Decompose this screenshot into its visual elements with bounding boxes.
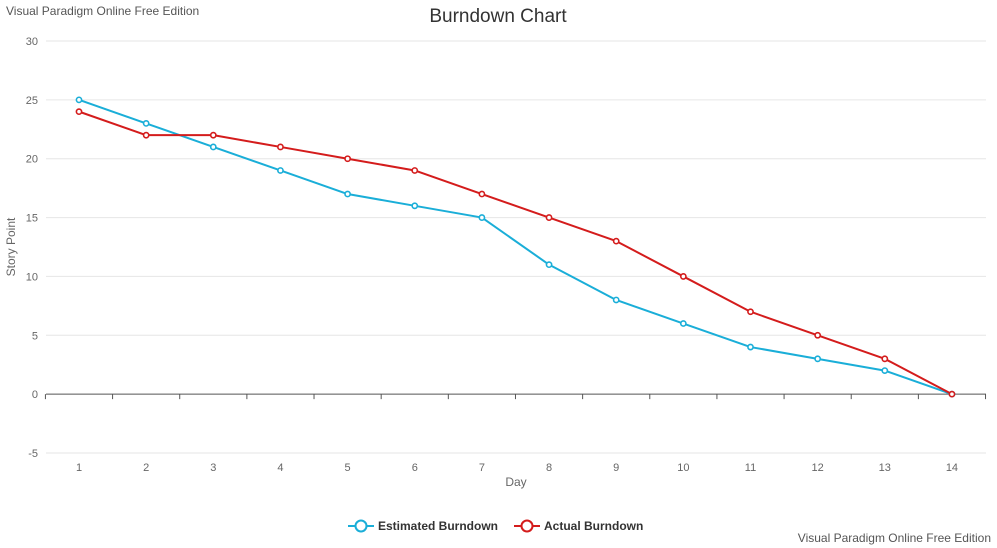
y-axis-ticks: 30 25 20 15 10 5 0 -5 [26, 36, 38, 460]
x-tick-label: 3 [210, 462, 216, 474]
x-tick-label: 4 [277, 462, 283, 474]
x-tick-label: 5 [345, 462, 351, 474]
data-point [75, 108, 83, 116]
y-tick-label: 15 [26, 213, 38, 225]
y-tick-label: -5 [28, 448, 38, 460]
data-point [209, 131, 217, 139]
y-axis-title: Story Point [4, 217, 18, 276]
data-point [344, 190, 351, 198]
y-tick-label: 30 [26, 36, 38, 48]
data-point [411, 202, 419, 210]
legend-swatch-marker [520, 519, 534, 533]
series-layer [75, 96, 956, 398]
legend-label: Estimated Burndown [378, 519, 498, 533]
x-axis-title: Day [505, 475, 526, 489]
data-point [679, 320, 687, 327]
data-point [747, 308, 754, 316]
x-tick-label: 8 [546, 462, 552, 474]
data-point [881, 367, 889, 374]
y-tick-label: 25 [26, 95, 38, 107]
data-point [277, 167, 284, 174]
y-tick-label: 0 [32, 389, 38, 401]
chart-title: Burndown Chart [429, 6, 567, 27]
y-tick-label: 10 [26, 271, 38, 283]
legend-item[interactable]: Estimated Burndown [348, 519, 498, 533]
data-point [75, 96, 83, 104]
data-point [814, 355, 822, 363]
x-tick-label: 12 [812, 462, 824, 474]
data-point [478, 190, 486, 198]
x-tick-label: 2 [143, 462, 149, 474]
grid-lines [46, 40, 986, 454]
data-point [612, 237, 620, 245]
series-line [78, 98, 953, 396]
x-tick-label: 6 [412, 462, 418, 474]
x-tick-label: 11 [745, 462, 756, 474]
legend-item[interactable]: Actual Burndown [514, 519, 643, 533]
data-point [545, 261, 553, 269]
legend-label: Actual Burndown [544, 519, 643, 533]
y-tick-label: 5 [32, 330, 38, 342]
data-point [277, 143, 284, 151]
x-axis: 1 2 3 4 5 6 7 8 9 10 11 12 13 14 [44, 393, 987, 474]
series-0 [75, 96, 956, 398]
data-point [142, 120, 150, 127]
series-line [78, 110, 953, 396]
data-point [679, 273, 687, 280]
data-point [948, 390, 956, 398]
watermark-bottom: Visual Paradigm Online Free Edition [797, 531, 991, 545]
data-point [881, 355, 889, 363]
x-tick-label: 7 [479, 462, 485, 474]
legend-swatch-marker [354, 519, 368, 533]
data-point [747, 343, 754, 351]
x-tick-label: 1 [76, 462, 82, 474]
data-point [545, 214, 553, 221]
x-tick-label: 10 [677, 462, 689, 474]
data-point [142, 131, 150, 139]
data-point [344, 155, 351, 163]
legend: Estimated Burndown Actual Burndown [348, 519, 643, 533]
y-tick-label: 20 [26, 154, 38, 166]
data-point [411, 167, 419, 174]
watermark-top: Visual Paradigm Online Free Edition [6, 4, 200, 18]
x-tick-label: 9 [613, 462, 619, 474]
data-point [478, 214, 486, 221]
x-tick-label: 13 [879, 462, 891, 474]
x-tick-label: 14 [946, 462, 958, 474]
series-1 [75, 108, 956, 398]
data-point [209, 143, 217, 151]
data-point [612, 296, 620, 304]
data-point [814, 331, 822, 339]
